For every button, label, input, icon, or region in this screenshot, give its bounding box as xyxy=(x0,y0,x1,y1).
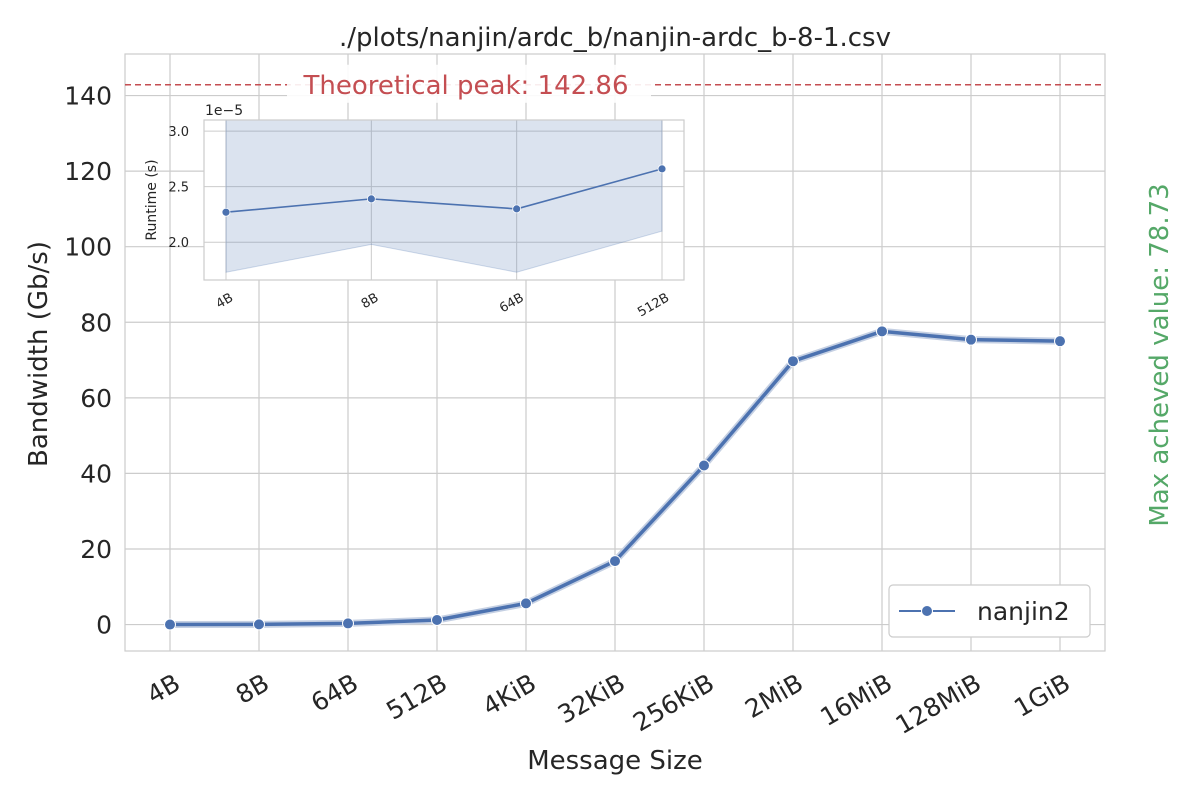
data-point xyxy=(520,597,532,610)
inset-series xyxy=(221,164,667,217)
inset-data-point xyxy=(221,207,231,217)
x-axis-label: Message Size xyxy=(527,746,703,776)
data-point xyxy=(698,459,710,472)
data-point xyxy=(431,614,443,627)
inset-y-tick-label: 2.5 xyxy=(168,181,189,196)
data-point xyxy=(965,333,977,346)
x-tick-label: 256KiB xyxy=(628,668,719,737)
legend-marker xyxy=(921,605,933,617)
y-tick-label: 20 xyxy=(80,535,112,564)
legend-label: nanjin2 xyxy=(977,597,1070,626)
y-tick-label: 0 xyxy=(96,611,112,640)
y-axis-label: Bandwidth (Gb/s) xyxy=(24,241,54,467)
inset-x-tick-label: 8B xyxy=(359,290,381,312)
chart-title: ./plots/nanjin/ardc_b/nanjin-ardc_b-8-1.… xyxy=(339,23,891,53)
x-tick-label: 4B xyxy=(142,668,185,710)
max-achieved-annotation: Max acheved value: 78.73 xyxy=(1145,183,1175,526)
x-tick-label: 4KiB xyxy=(478,668,541,721)
inset-x-tick-label: 4B xyxy=(214,290,236,312)
data-point xyxy=(609,555,621,568)
inset-y-tick-label: 3.0 xyxy=(168,125,189,140)
data-point xyxy=(1054,335,1066,348)
inset-y-tick-label: 2.0 xyxy=(168,236,189,251)
runtime-inset: 2.02.53.04B 8B 64B 512B 1e−5 Runtime (s) xyxy=(144,103,685,320)
data-point xyxy=(253,618,265,631)
data-point xyxy=(342,617,354,630)
inset-data-point xyxy=(657,164,667,174)
main-series xyxy=(164,325,1066,631)
inset-y-axis-label: Runtime (s) xyxy=(144,159,160,240)
y-tick-label: 120 xyxy=(64,157,112,186)
theoretical-peak-label-bg xyxy=(287,64,651,103)
theoretical-peak-label: Theoretical peak: 142.86 xyxy=(303,71,629,101)
inset-confidence-band xyxy=(225,119,663,273)
inset-series-line xyxy=(225,168,663,214)
legend: nanjin2 xyxy=(888,584,1091,638)
x-tick-label: 32KiB xyxy=(553,668,630,729)
y-tick-label: 60 xyxy=(80,384,112,413)
y-tick-label: 40 xyxy=(80,459,112,488)
x-tick-label: 2MiB xyxy=(740,668,808,724)
inset-frame xyxy=(203,119,685,281)
inset-scale-label: 1e−5 xyxy=(205,103,243,119)
x-tick-label: 16MiB xyxy=(815,668,897,732)
inset-background xyxy=(204,120,684,280)
data-point xyxy=(164,618,176,631)
x-tick-label: 1GiB xyxy=(1009,668,1075,723)
x-tick-label: 512B xyxy=(381,668,452,726)
inset-data-point xyxy=(366,194,376,204)
y-tick-label: 140 xyxy=(64,82,112,111)
x-tick-label: 64B xyxy=(306,668,363,718)
x-tick-label: 8B xyxy=(231,668,274,710)
inset-data-point xyxy=(512,204,522,214)
legend-box xyxy=(888,584,1091,638)
data-point xyxy=(787,355,799,368)
y-tick-label: 80 xyxy=(80,308,112,337)
data-point xyxy=(876,325,888,338)
y-tick-label: 100 xyxy=(64,233,112,262)
x-tick-label: 128MiB xyxy=(891,668,986,740)
inset-ci-band xyxy=(225,119,663,273)
theoretical-peak: Theoretical peak: 142.86 xyxy=(125,64,1105,103)
